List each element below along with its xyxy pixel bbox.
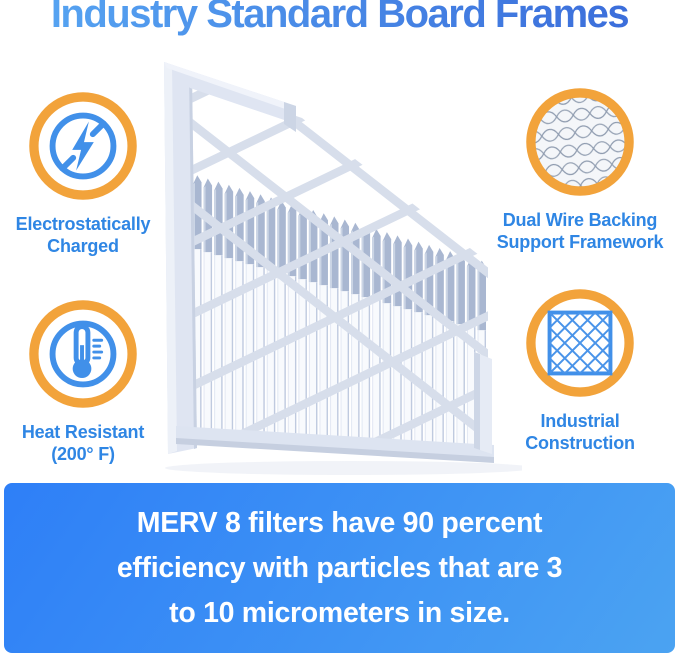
banner-line: to 10 micrometers in size. bbox=[169, 596, 510, 629]
feature-label-line: (200° F) bbox=[51, 444, 115, 464]
merv-info-banner: MERV 8 filters have 90 percent efficienc… bbox=[4, 483, 675, 653]
diamond-lattice-icon bbox=[526, 289, 634, 397]
thermometer-icon bbox=[29, 300, 137, 408]
feature-label-line: Electrostatically bbox=[15, 214, 151, 234]
feature-dual-wire-backing: Dual Wire Backing Support Framework bbox=[491, 88, 669, 253]
wire-mesh-photo-icon bbox=[526, 88, 634, 196]
banner-line: MERV 8 filters have 90 percent bbox=[136, 506, 543, 539]
feature-label: Industrial Construction bbox=[525, 410, 635, 454]
feature-heat-resistant: Heat Resistant (200° F) bbox=[0, 300, 172, 465]
feature-label-line: Charged bbox=[47, 236, 119, 256]
feature-label: Dual Wire Backing Support Framework bbox=[497, 209, 664, 253]
air-filter-product-image bbox=[150, 56, 535, 488]
feature-label-line: Construction bbox=[525, 433, 635, 453]
feature-label: Electrostatically Charged bbox=[16, 213, 151, 257]
banner-line: efficiency with particles that are 3 bbox=[116, 551, 563, 584]
lightning-circle-icon bbox=[29, 92, 137, 200]
feature-label-line: Support Framework bbox=[496, 232, 664, 252]
page-title: Industry Standard Board Frames bbox=[0, 0, 679, 37]
feature-label: Heat Resistant (200° F) bbox=[22, 421, 144, 465]
feature-label-line: Industrial bbox=[540, 411, 620, 431]
feature-label-line: Heat Resistant bbox=[21, 422, 145, 442]
feature-electrostatically-charged: Electrostatically Charged bbox=[0, 92, 172, 257]
feature-industrial-construction: Industrial Construction bbox=[491, 289, 669, 454]
feature-label-line: Dual Wire Backing bbox=[502, 210, 658, 230]
pleated-air-filter-render bbox=[164, 62, 535, 475]
